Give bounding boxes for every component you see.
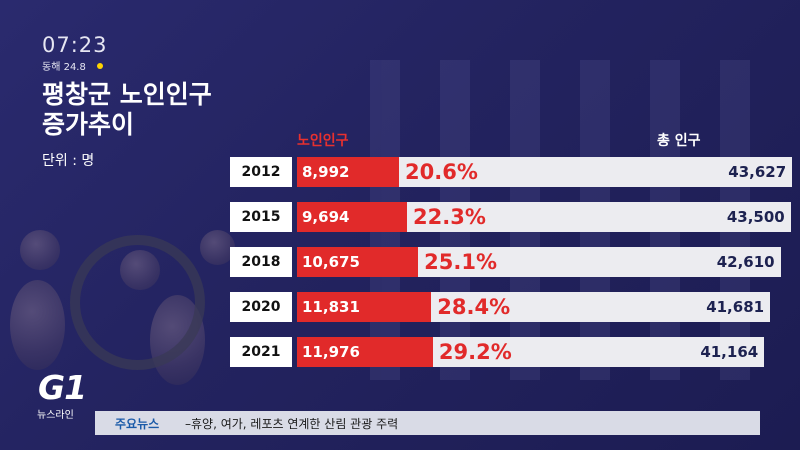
clock: 07:23 — [42, 33, 108, 57]
elderly-value-label: 8,992 — [302, 163, 350, 181]
weather-readout: 동해 24.8 — [42, 58, 103, 73]
unit-label: 단위 : 명 — [42, 153, 95, 169]
year-label: 2020 — [230, 292, 292, 322]
percentage-label: 20.6% — [405, 160, 478, 184]
magnifier-image — [70, 235, 205, 370]
total-value-label: 43,627 — [728, 163, 787, 181]
chart-row-2020: 2020 11,831 28.4% 41,681 — [230, 292, 771, 322]
ticker-text: –휴양, 여가, 레포츠 연계한 산림 관광 주력 — [185, 416, 399, 431]
total-value-label: 41,681 — [706, 298, 765, 316]
elderly-population-bar — [297, 247, 419, 277]
percentage-label: 22.3% — [413, 205, 486, 229]
g1-logo: G1 — [38, 368, 87, 407]
percentage-label: 29.2% — [438, 340, 512, 364]
ticker-label: 주요뉴스 — [115, 416, 160, 431]
title-line-2: 증가추이 — [42, 110, 135, 139]
chart-row-2012: 2012 8,992 20.6% 43,627 — [230, 157, 793, 187]
elderly-value-label: 9,694 — [302, 208, 350, 226]
percentage-label: 28.4% — [437, 295, 511, 319]
total-value-label: 43,500 — [726, 208, 785, 226]
program-name: 뉴스라인 — [37, 410, 74, 421]
weather-text: 동해 24.8 — [42, 62, 86, 73]
population-chart: 노인인구 총 인구 2012 8,992 20.6% 43,627 2015 9,694 2… — [230, 130, 793, 370]
elderly-population-bar — [297, 337, 433, 367]
elderly-value-label: 11,976 — [302, 343, 360, 361]
chart-row-2015: 2015 9,694 22.3% 43,500 — [230, 202, 791, 232]
elderly-value-label: 10,675 — [302, 253, 360, 271]
year-label: 2012 — [230, 157, 292, 187]
total-column-header: 총 인구 — [657, 133, 701, 149]
elderly-value-label: 11,831 — [302, 298, 360, 316]
elderly-population-bar — [297, 292, 432, 322]
chart-row-2018: 2018 10,675 25.1% 42,610 — [230, 247, 781, 277]
percentage-label: 25.1% — [424, 250, 498, 274]
elderly-population-bar — [297, 157, 400, 187]
sun-icon — [96, 62, 103, 69]
news-ticker: 주요뉴스 –휴양, 여가, 레포츠 연계한 산림 관광 주력 — [95, 411, 760, 435]
year-label: 2021 — [230, 337, 292, 367]
graphic-title: 평창군 노인인구 증가추이 — [42, 80, 242, 140]
total-value-label: 42,610 — [716, 253, 775, 271]
chart-row-2021: 2021 11,976 29.2% 41,164 — [230, 337, 765, 367]
elderly-population-bar — [297, 202, 408, 232]
title-line-1: 평창군 노인인구 — [42, 80, 212, 109]
total-value-label: 41,164 — [700, 343, 759, 361]
year-label: 2018 — [230, 247, 292, 277]
year-label: 2015 — [230, 202, 292, 232]
elder-column-header: 노인인구 — [297, 133, 349, 149]
